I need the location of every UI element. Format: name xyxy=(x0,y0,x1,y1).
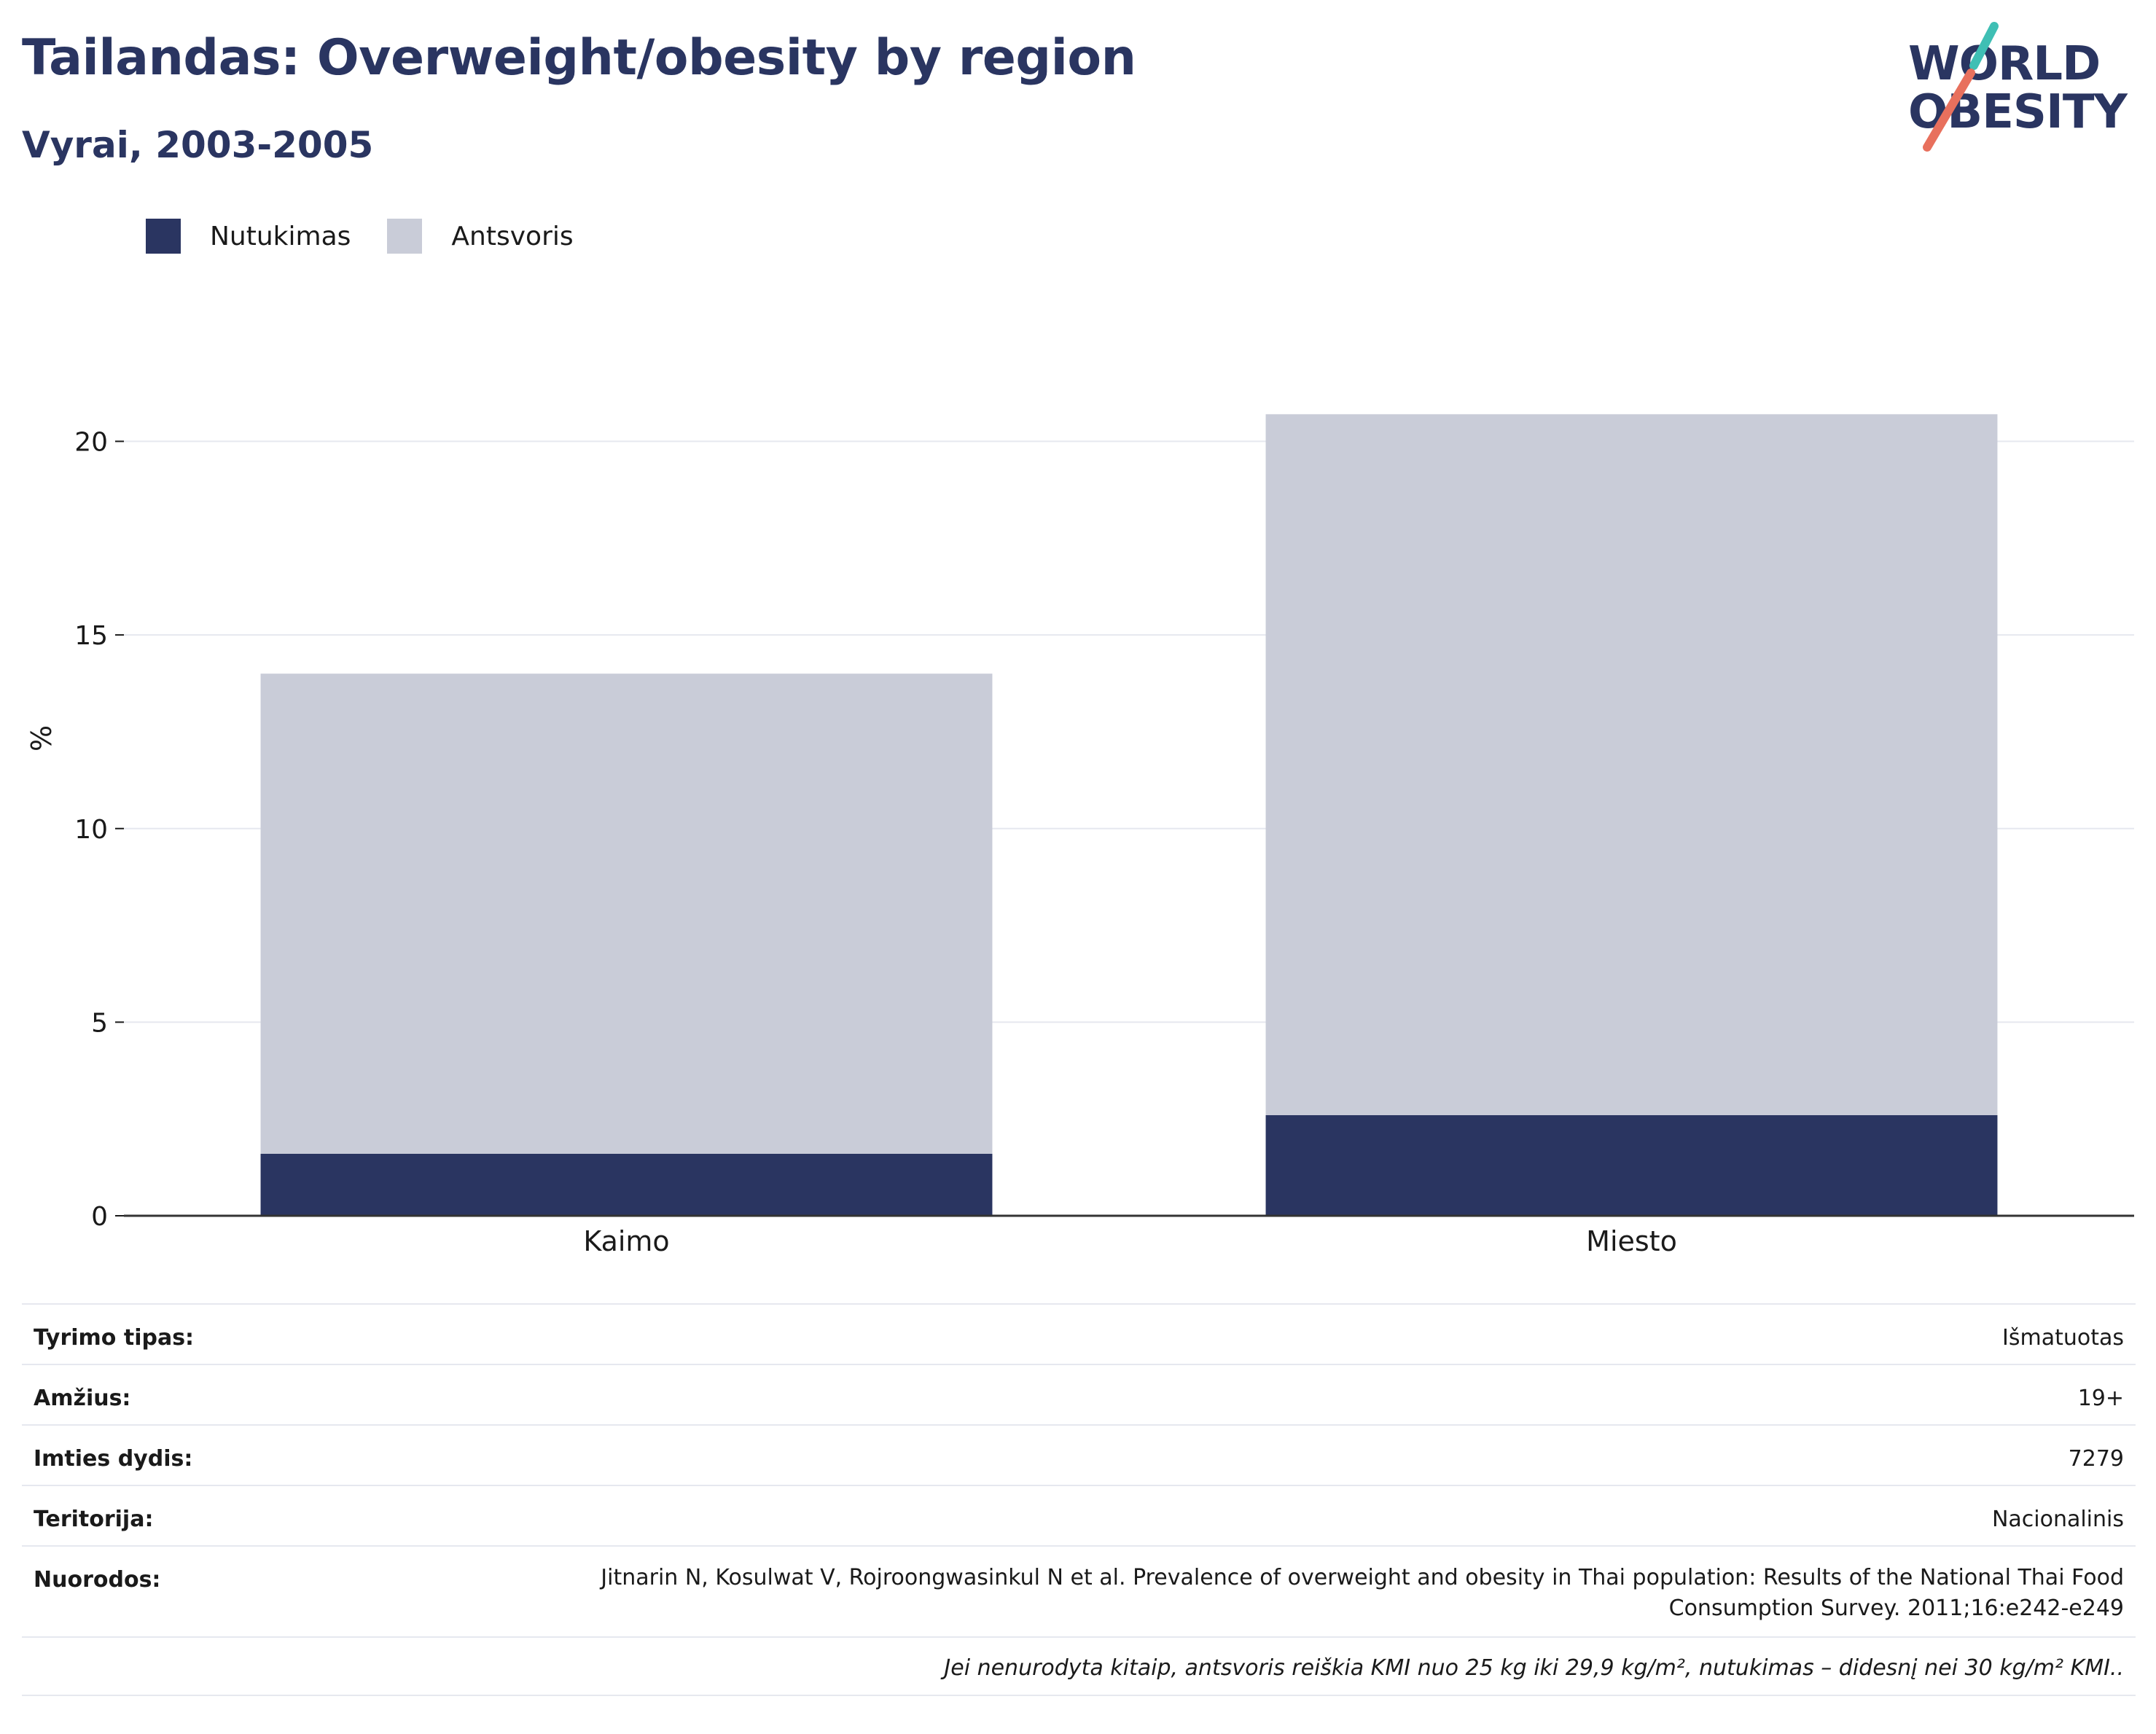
info-value: Nacionalinis xyxy=(1991,1507,2124,1532)
y-tick-label: 15 xyxy=(74,621,108,651)
footnote: Jei nenurodyta kitaip, antsvoris reiškia… xyxy=(22,1636,2136,1696)
logo-text-world: WORLD xyxy=(1908,37,2101,91)
y-tick-label: 10 xyxy=(74,815,108,845)
world-obesity-logo: WORLD OBESITY xyxy=(1902,22,2143,153)
info-key: Teritorija: xyxy=(34,1507,154,1532)
info-value-reference: Jitnarin N, Kosulwat V, Rojroongwasinkul… xyxy=(601,1565,2124,1621)
bar-miesto-nutukimas[interactable] xyxy=(1265,1114,1998,1216)
info-row-nuorodos: Nuorodos: Jitnarin N, Kosulwat V, Rojroo… xyxy=(22,1545,2136,1636)
chart-bars xyxy=(260,414,1998,1216)
legend-label-antsvoris: Antsvoris xyxy=(451,221,574,251)
info-value: 7279 xyxy=(2068,1446,2124,1472)
legend-swatch-antsvoris xyxy=(387,219,423,254)
chart-legend: Nutukimas Antsvoris xyxy=(146,217,610,255)
y-axis-ticks: 0 5 10 15 20 xyxy=(74,428,124,1232)
bar-chart: 0 5 10 15 20 Kaimo Miesto % xyxy=(26,414,2134,1257)
y-tick-label: 0 xyxy=(91,1202,108,1232)
info-table: Tyrimo tipas: Išmatuotas Amžius: 19+ Imt… xyxy=(22,1303,2136,1696)
x-axis: Kaimo Miesto xyxy=(124,1214,2134,1257)
info-row-teritorija: Teritorija: Nacionalinis xyxy=(22,1485,2136,1545)
logo-slash-icon xyxy=(1923,22,1999,152)
bar-miesto-antsvoris[interactable] xyxy=(1265,414,1998,1115)
bar-kaimo-nutukimas[interactable] xyxy=(260,1154,993,1216)
info-row-tyrimo-tipas: Tyrimo tipas: Išmatuotas xyxy=(22,1303,2136,1364)
bar-kaimo-antsvoris[interactable] xyxy=(260,673,993,1154)
y-tick-label: 20 xyxy=(74,428,108,458)
info-row-amzius: Amžius: 19+ xyxy=(22,1364,2136,1424)
info-value: Išmatuotas xyxy=(2002,1325,2124,1351)
info-value: 19+ xyxy=(2077,1386,2124,1411)
chart-title: Tailandas: Overweight/obesity by region xyxy=(22,29,1136,87)
info-key: Tyrimo tipas: xyxy=(34,1325,195,1351)
chart-subtitle: Vyrai, 2003-2005 xyxy=(22,124,374,166)
x-tick-label: Kaimo xyxy=(583,1225,669,1257)
info-row-imties-dydis: Imties dydis: 7279 xyxy=(22,1424,2136,1485)
info-key: Imties dydis: xyxy=(34,1446,193,1472)
x-tick-label: Miesto xyxy=(1586,1225,1677,1257)
legend-item-nutukimas[interactable]: Nutukimas xyxy=(146,219,351,254)
info-key: Amžius: xyxy=(34,1386,131,1411)
y-axis-label: % xyxy=(26,725,58,751)
legend-item-antsvoris[interactable]: Antsvoris xyxy=(387,219,574,254)
info-key: Nuorodos: xyxy=(34,1567,161,1593)
y-tick-label: 5 xyxy=(91,1008,108,1038)
legend-label-nutukimas: Nutukimas xyxy=(210,221,351,251)
legend-swatch-nutukimas xyxy=(146,219,181,254)
